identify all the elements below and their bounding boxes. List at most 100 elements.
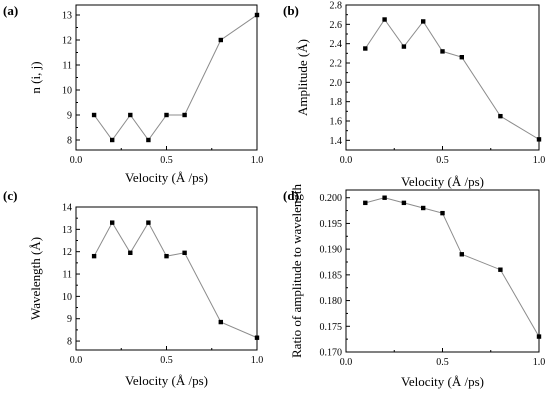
panel-c-series-line — [93, 221, 258, 339]
panel-b-xtick-label: 0.5 — [436, 155, 449, 166]
panel-a-xtick-labels: 0.0 0.5 1.0 — [70, 155, 264, 166]
panel-c-ytick-label: 11 — [62, 270, 72, 281]
panel-c-xtick-label: 0.0 — [70, 355, 83, 366]
panel-d-x-axis-label: Velocity (Å /ps) — [401, 374, 484, 389]
panel-c-ytick-label: 13 — [62, 225, 72, 236]
panel-b-ytick-label: 2.6 — [330, 20, 343, 31]
panel-c-x-axis-label: Velocity (Å /ps) — [125, 373, 208, 388]
panel-c-y-axis-label: Wavelength (Å) — [28, 237, 43, 320]
panel-b-data-point — [498, 113, 503, 119]
panel-a-label: (a) — [3, 3, 18, 18]
panel-a-data-point — [128, 112, 133, 118]
panel-b-data-point — [536, 137, 542, 142]
panel-d-data-point — [382, 195, 387, 200]
panel-a-ytick-label: 8 — [67, 136, 72, 147]
panel-b-ticks — [345, 4, 540, 150]
panel-c-ytick-label: 14 — [62, 203, 72, 214]
panel-a-data-point — [91, 112, 97, 118]
panel-c-data-point — [110, 220, 115, 225]
panel-d-ytick-label: 0.175 — [320, 322, 343, 333]
panel-d-ytick-label: 0.180 — [320, 296, 343, 307]
panel-a-y-axis-label: n (i, j) — [28, 61, 43, 93]
panel-a-x-axis-label: Velocity (Å /ps) — [125, 170, 208, 185]
panel-d-label: (d) — [283, 188, 299, 203]
panel-d-xtick-labels: 0.0 0.5 1.0 — [340, 357, 546, 368]
panel-d-data-point — [421, 205, 426, 211]
panel-d: (d) 0.170 0.175 0.180 0.185 0.190 0.195 … — [283, 183, 545, 389]
panel-c-ytick-label: 8 — [67, 337, 72, 348]
panel-c-frame — [75, 206, 258, 351]
panel-d-ytick-label: 0.170 — [320, 348, 343, 359]
panel-b: (b) 1.4 1.6 1.8 2.0 2.2 2.4 2.6 2.8 0.0 … — [283, 1, 545, 190]
panel-a-data-point — [146, 137, 151, 143]
panel-b-frame — [345, 4, 540, 151]
panel-d-data-point — [459, 252, 464, 257]
panel-b-xtick-label: 1.0 — [533, 155, 546, 166]
panel-b-ytick-label: 1.4 — [330, 136, 343, 147]
panel-a-xtick-label: 1.0 — [251, 155, 264, 166]
panel-d-ytick-label: 0.195 — [320, 219, 343, 230]
panel-d-data-point — [498, 267, 503, 272]
panel-d-y-axis-label: Ratio of amplitude to wavelength — [289, 183, 304, 358]
panel-c-xtick-label: 1.0 — [251, 355, 264, 366]
panel-a-series — [91, 12, 260, 143]
panel-c-xtick-label: 0.5 — [160, 355, 173, 366]
panel-b-series — [363, 17, 542, 142]
panel-b-ytick-labels: 1.4 1.6 1.8 2.0 2.2 2.4 2.6 2.8 — [330, 1, 343, 147]
panel-d-xtick-label: 1.0 — [533, 357, 546, 368]
panel-c-data-point — [146, 220, 151, 225]
panel-b-data-point — [440, 49, 445, 54]
panel-d-data-point — [440, 210, 445, 216]
panel-c-ticks — [75, 206, 258, 350]
panel-b-series-line — [364, 18, 540, 140]
panel-a-data-point — [254, 12, 260, 18]
panel-c-series — [91, 220, 260, 340]
panel-d-xtick-label: 0.5 — [436, 357, 449, 368]
panel-b-data-point — [459, 55, 464, 60]
panel-b-data-point — [401, 44, 407, 49]
panel-d-xtick-label: 0.0 — [340, 357, 353, 368]
panel-a-ytick-label: 9 — [67, 111, 72, 122]
panel-a-data-point — [164, 112, 169, 118]
panel-a-ytick-label: 12 — [62, 36, 72, 47]
panel-a-data-point — [218, 37, 223, 43]
panel-b-ytick-label: 2.8 — [330, 1, 343, 12]
panel-a-ticks — [75, 14, 258, 150]
panel-a: (a) 8 9 10 11 12 13 0.0 0.5 1.0 Velocity… — [3, 3, 263, 185]
panel-d-ytick-label: 0.200 — [320, 193, 343, 204]
panel-b-ytick-label: 1.8 — [330, 97, 343, 108]
panel-b-data-point — [421, 19, 426, 24]
panel-b-ytick-label: 2.2 — [330, 59, 343, 70]
panel-a-ytick-label: 11 — [62, 61, 72, 72]
panel-d-ytick-label: 0.185 — [320, 270, 343, 281]
panel-b-x-axis-label: Velocity (Å /ps) — [401, 174, 484, 189]
panel-a-ytick-labels: 8 9 10 11 12 13 — [62, 11, 72, 147]
panel-c-ytick-label: 12 — [62, 247, 72, 258]
panel-c-xtick-labels: 0.0 0.5 1.0 — [70, 355, 264, 366]
panel-d-ticks — [345, 197, 540, 353]
panel-d-data-point — [363, 200, 368, 206]
panel-a-data-point — [110, 137, 115, 143]
panel-d-data-point — [401, 200, 407, 206]
panel-a-ytick-label: 10 — [62, 86, 72, 97]
panel-a-series-line — [93, 14, 258, 141]
panel-b-xtick-labels: 0.0 0.5 1.0 — [340, 155, 546, 166]
panel-c-data-point — [128, 250, 133, 256]
panel-b-data-point — [363, 46, 368, 51]
panel-a-xtick-label: 0.5 — [160, 155, 173, 166]
panel-b-data-point — [382, 17, 387, 22]
panel-d-data-point — [536, 334, 542, 339]
panel-b-ytick-label: 2.0 — [330, 78, 343, 89]
panel-d-series — [363, 195, 542, 339]
panel-b-ytick-label: 2.4 — [330, 39, 343, 50]
panel-c-label: (c) — [3, 188, 17, 203]
panel-c-ytick-label: 9 — [67, 314, 72, 325]
panel-d-series-line — [365, 197, 540, 337]
panel-d-ytick-label: 0.190 — [320, 245, 343, 256]
panel-a-ytick-label: 13 — [62, 11, 72, 22]
panel-a-data-point — [182, 112, 187, 118]
panel-c-data-point — [164, 253, 169, 259]
panel-c-data-point — [182, 250, 187, 256]
panel-c: (c) 8 9 10 11 12 13 14 0.0 0.5 1.0 Veloc… — [3, 188, 263, 388]
